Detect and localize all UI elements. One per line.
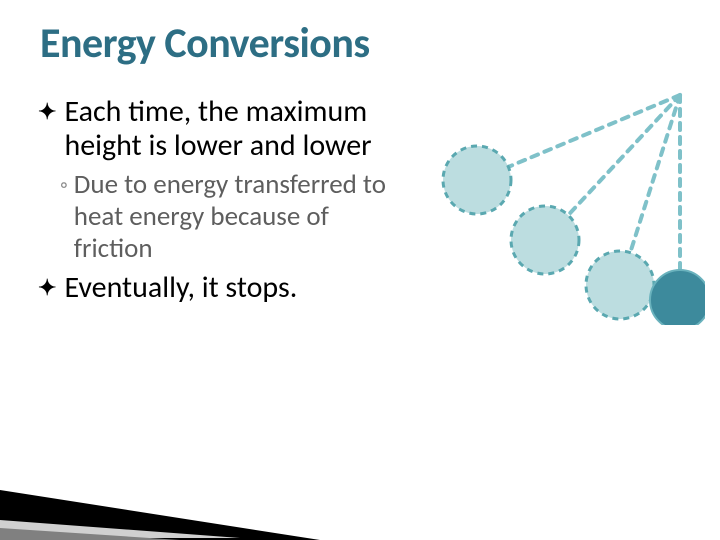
bullet-text: Each time, the maximum height is lower a… — [64, 95, 408, 163]
decorative-wedge — [0, 470, 320, 540]
slide-title: Energy Conversions — [40, 18, 370, 69]
bullet-2: ✦ Eventually, it stops. — [38, 271, 408, 305]
subbullet-text: Due to energy transferred to heat energy… — [74, 169, 408, 265]
subbullet-marker: ◦ — [60, 169, 68, 265]
bullet-marker: ✦ — [38, 95, 56, 163]
bullet-list: ✦ Each time, the maximum height is lower… — [38, 95, 408, 311]
bullet-marker: ✦ — [38, 271, 56, 305]
bullet-1-sub: ◦ Due to energy transferred to heat ener… — [60, 169, 408, 265]
bullet-1: ✦ Each time, the maximum height is lower… — [38, 95, 408, 163]
bullet-text: Eventually, it stops. — [64, 271, 297, 305]
pendulum-diagram — [415, 85, 705, 325]
